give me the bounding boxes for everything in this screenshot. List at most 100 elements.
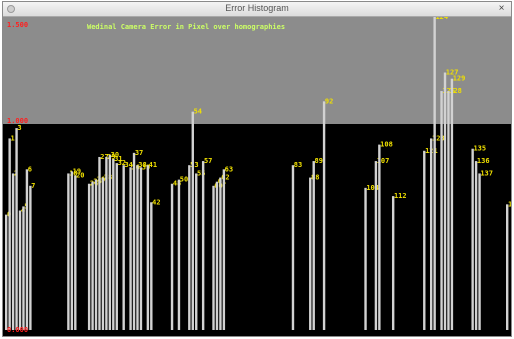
window-title: Error Histogram bbox=[225, 3, 289, 13]
histogram-bar bbox=[291, 165, 295, 330]
bar-label: 7 bbox=[31, 182, 35, 190]
histogram-bar bbox=[105, 156, 108, 330]
bar-label: 18 bbox=[69, 169, 77, 177]
bar-label: 24 bbox=[90, 180, 98, 188]
bar-label: 127 bbox=[446, 69, 459, 77]
bar-label: 92 bbox=[325, 97, 333, 105]
bar-label: 36 bbox=[131, 163, 139, 171]
histogram-bar bbox=[136, 165, 139, 330]
histogram-bar bbox=[70, 171, 74, 330]
bar-label: 107 bbox=[377, 157, 390, 165]
histogram-bar bbox=[364, 187, 367, 330]
histogram-bar bbox=[101, 177, 105, 330]
histogram-bar bbox=[15, 128, 18, 330]
chart-title: Wedinal Camera Error in Pixel over homog… bbox=[87, 23, 285, 31]
histogram-bar bbox=[94, 179, 98, 330]
histogram-bar bbox=[429, 138, 433, 330]
bar-label: 57 bbox=[204, 157, 212, 165]
window-titlebar[interactable]: Error Histogram × bbox=[3, 2, 511, 17]
bar-label: 48 bbox=[173, 180, 181, 188]
histogram-bar bbox=[391, 196, 395, 330]
histogram-bar bbox=[222, 169, 226, 330]
histogram-bar bbox=[471, 148, 474, 330]
histogram-bar bbox=[18, 210, 22, 330]
y-tick-top: 1.500 bbox=[7, 21, 28, 29]
histogram-plot-area: 0123456718192024252627282930313234363738… bbox=[3, 17, 511, 336]
bar-label: 37 bbox=[135, 149, 143, 157]
bar-label: 27 bbox=[100, 153, 108, 161]
histogram-bar bbox=[115, 163, 118, 330]
y-tick-bottom: 0.000 bbox=[7, 326, 28, 334]
bar-label: 129 bbox=[453, 75, 466, 83]
bar-label: 19 bbox=[73, 167, 81, 175]
bar-label: 53 bbox=[190, 161, 198, 169]
histogram-bar bbox=[423, 150, 426, 330]
histogram-bar bbox=[139, 167, 143, 330]
histogram-bar bbox=[215, 181, 219, 330]
bar-label: 112 bbox=[394, 192, 407, 200]
bar-label: 28 bbox=[104, 174, 112, 182]
histogram-bar bbox=[5, 214, 8, 330]
histogram-bar bbox=[378, 144, 381, 330]
histogram-bar bbox=[201, 161, 205, 330]
bar-label: 89 bbox=[315, 157, 323, 165]
histogram-bar bbox=[177, 179, 181, 330]
histogram-bar bbox=[87, 183, 91, 330]
histogram-bar bbox=[108, 154, 112, 330]
bar-label: 55 bbox=[197, 169, 205, 177]
histogram-bar bbox=[8, 138, 11, 330]
window-close-button[interactable]: × bbox=[498, 3, 505, 14]
histogram-bar bbox=[112, 159, 115, 330]
histogram-chart: 0123456718192024252627282930313234363738… bbox=[3, 17, 511, 336]
histogram-bar bbox=[25, 169, 29, 330]
histogram-bar bbox=[506, 204, 509, 330]
bar-label: 83 bbox=[294, 161, 302, 169]
histogram-bar bbox=[129, 167, 132, 330]
bar-label: 3 bbox=[17, 124, 21, 132]
histogram-bar bbox=[322, 101, 326, 330]
histogram-bar bbox=[22, 206, 25, 330]
histogram-bar bbox=[67, 173, 70, 330]
histogram-bar bbox=[433, 17, 436, 330]
bar-label: 137 bbox=[480, 169, 493, 177]
bar-label: 145 bbox=[508, 200, 511, 208]
histogram-bar bbox=[195, 173, 198, 330]
bar-label: 25 bbox=[93, 178, 101, 186]
bar-label: 31 bbox=[114, 155, 122, 163]
bar-label: 20 bbox=[76, 172, 84, 180]
bar-label: 124 bbox=[435, 17, 448, 21]
histogram-bar bbox=[219, 177, 222, 330]
bar-label: 50 bbox=[180, 176, 188, 184]
bar-label: 88 bbox=[311, 174, 319, 182]
bar-label: 30 bbox=[111, 151, 119, 159]
bar-label: 32 bbox=[118, 159, 126, 167]
histogram-bar bbox=[443, 72, 447, 330]
bar-label: 104 bbox=[366, 184, 379, 192]
bar-label: 41 bbox=[149, 161, 157, 169]
bar-label: 54 bbox=[194, 108, 202, 116]
bar-label: 108 bbox=[380, 141, 393, 149]
upper-range-band bbox=[3, 17, 511, 124]
bar-label: 62 bbox=[221, 174, 229, 182]
bar-label: 60 bbox=[214, 182, 222, 190]
bar-label: 6 bbox=[28, 165, 32, 173]
bar-label: 61 bbox=[218, 178, 226, 186]
histogram-bar bbox=[188, 165, 191, 330]
histogram-bar bbox=[312, 161, 315, 330]
histogram-bar bbox=[132, 152, 136, 330]
histogram-bar bbox=[440, 91, 443, 330]
bar-label: 42 bbox=[152, 198, 160, 206]
window-menu-button[interactable] bbox=[7, 5, 15, 13]
histogram-bar bbox=[212, 185, 215, 330]
bar-label: 39 bbox=[142, 163, 150, 171]
y-tick-mid: 1.000 bbox=[7, 117, 28, 125]
histogram-bar bbox=[447, 91, 450, 330]
bar-label: 29 bbox=[107, 153, 115, 161]
histogram-bar bbox=[98, 156, 101, 330]
bar-label: 26 bbox=[97, 176, 105, 184]
bar-label: 38 bbox=[138, 161, 146, 169]
histogram-bar bbox=[11, 173, 15, 330]
histogram-bar bbox=[170, 183, 174, 330]
bar-label: 34 bbox=[124, 161, 132, 169]
